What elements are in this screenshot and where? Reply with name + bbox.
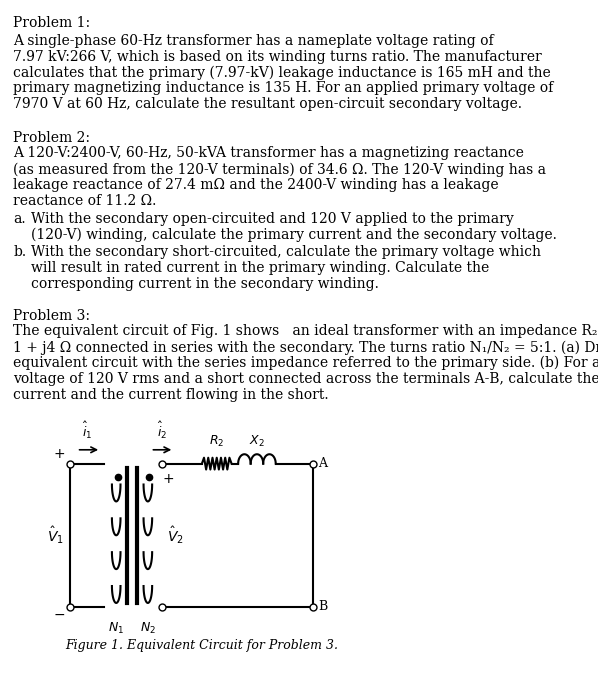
Text: +: +: [163, 473, 174, 486]
Text: $\hat{V}_1$: $\hat{V}_1$: [47, 524, 64, 546]
Text: Problem 2:: Problem 2:: [13, 131, 90, 145]
Text: Problem 1:: Problem 1:: [13, 16, 90, 30]
Text: With the secondary short-circuited, calculate the primary voltage which: With the secondary short-circuited, calc…: [30, 245, 541, 259]
Text: leakage reactance of 27.4 mΩ and the 2400-V winding has a leakage: leakage reactance of 27.4 mΩ and the 240…: [13, 178, 499, 192]
Text: equivalent circuit with the series impedance referred to the primary side. (b) F: equivalent circuit with the series imped…: [13, 356, 598, 370]
Text: calculates that the primary (7.97-kV) leakage inductance is 165 mH and the: calculates that the primary (7.97-kV) le…: [13, 65, 551, 80]
Text: $\hat{i}_1$: $\hat{i}_1$: [82, 420, 93, 441]
Text: Figure 1. Equivalent Circuit for Problem 3.: Figure 1. Equivalent Circuit for Problem…: [65, 638, 338, 652]
Text: With the secondary open-circuited and 120 V applied to the primary: With the secondary open-circuited and 12…: [30, 211, 513, 225]
Text: A 120-V:2400-V, 60-Hz, 50-kVA transformer has a magnetizing reactance: A 120-V:2400-V, 60-Hz, 50-kVA transforme…: [13, 146, 524, 160]
Text: A: A: [318, 457, 327, 470]
Text: +: +: [53, 447, 65, 461]
Text: reactance of 11.2 Ω.: reactance of 11.2 Ω.: [13, 194, 157, 208]
Text: Problem 3:: Problem 3:: [13, 309, 90, 323]
Text: 7.97 kV:266 V, which is based on its winding turns ratio. The manufacturer: 7.97 kV:266 V, which is based on its win…: [13, 50, 542, 64]
Text: a.: a.: [13, 211, 26, 225]
Text: −: −: [53, 608, 65, 622]
Text: $R_2$: $R_2$: [209, 434, 224, 449]
Text: $\hat{i}_2$: $\hat{i}_2$: [157, 420, 167, 441]
Text: current and the current flowing in the short.: current and the current flowing in the s…: [13, 388, 329, 402]
Text: corresponding current in the secondary winding.: corresponding current in the secondary w…: [30, 277, 379, 291]
Text: 1 + j4 Ω connected in series with the secondary. The turns ratio N₁/N₂ = 5:1. (a: 1 + j4 Ω connected in series with the se…: [13, 340, 598, 354]
Text: A single-phase 60-Hz transformer has a nameplate voltage rating of: A single-phase 60-Hz transformer has a n…: [13, 34, 494, 48]
Text: (120-V) winding, calculate the primary current and the secondary voltage.: (120-V) winding, calculate the primary c…: [30, 228, 556, 242]
Text: $\hat{V}_2$: $\hat{V}_2$: [167, 524, 184, 546]
Text: B: B: [318, 601, 327, 613]
Text: $N_2$: $N_2$: [140, 621, 156, 636]
Text: 7970 V at 60 Hz, calculate the resultant open-circuit secondary voltage.: 7970 V at 60 Hz, calculate the resultant…: [13, 97, 523, 111]
Text: $X_2$: $X_2$: [249, 434, 265, 449]
Text: b.: b.: [13, 245, 26, 259]
Text: (as measured from the 120-V terminals) of 34.6 Ω. The 120-V winding has a: (as measured from the 120-V terminals) o…: [13, 162, 547, 176]
Text: primary magnetizing inductance is 135 H. For an applied primary voltage of: primary magnetizing inductance is 135 H.…: [13, 81, 554, 95]
Text: The equivalent circuit of Fig. 1 shows   an ideal transformer with an impedance : The equivalent circuit of Fig. 1 shows a…: [13, 324, 598, 338]
Text: $N_1$: $N_1$: [108, 621, 124, 636]
Text: voltage of 120 V rms and a short connected across the terminals A-B, calculate t: voltage of 120 V rms and a short connect…: [13, 372, 598, 386]
Text: will result in rated current in the primary winding. Calculate the: will result in rated current in the prim…: [30, 261, 489, 275]
